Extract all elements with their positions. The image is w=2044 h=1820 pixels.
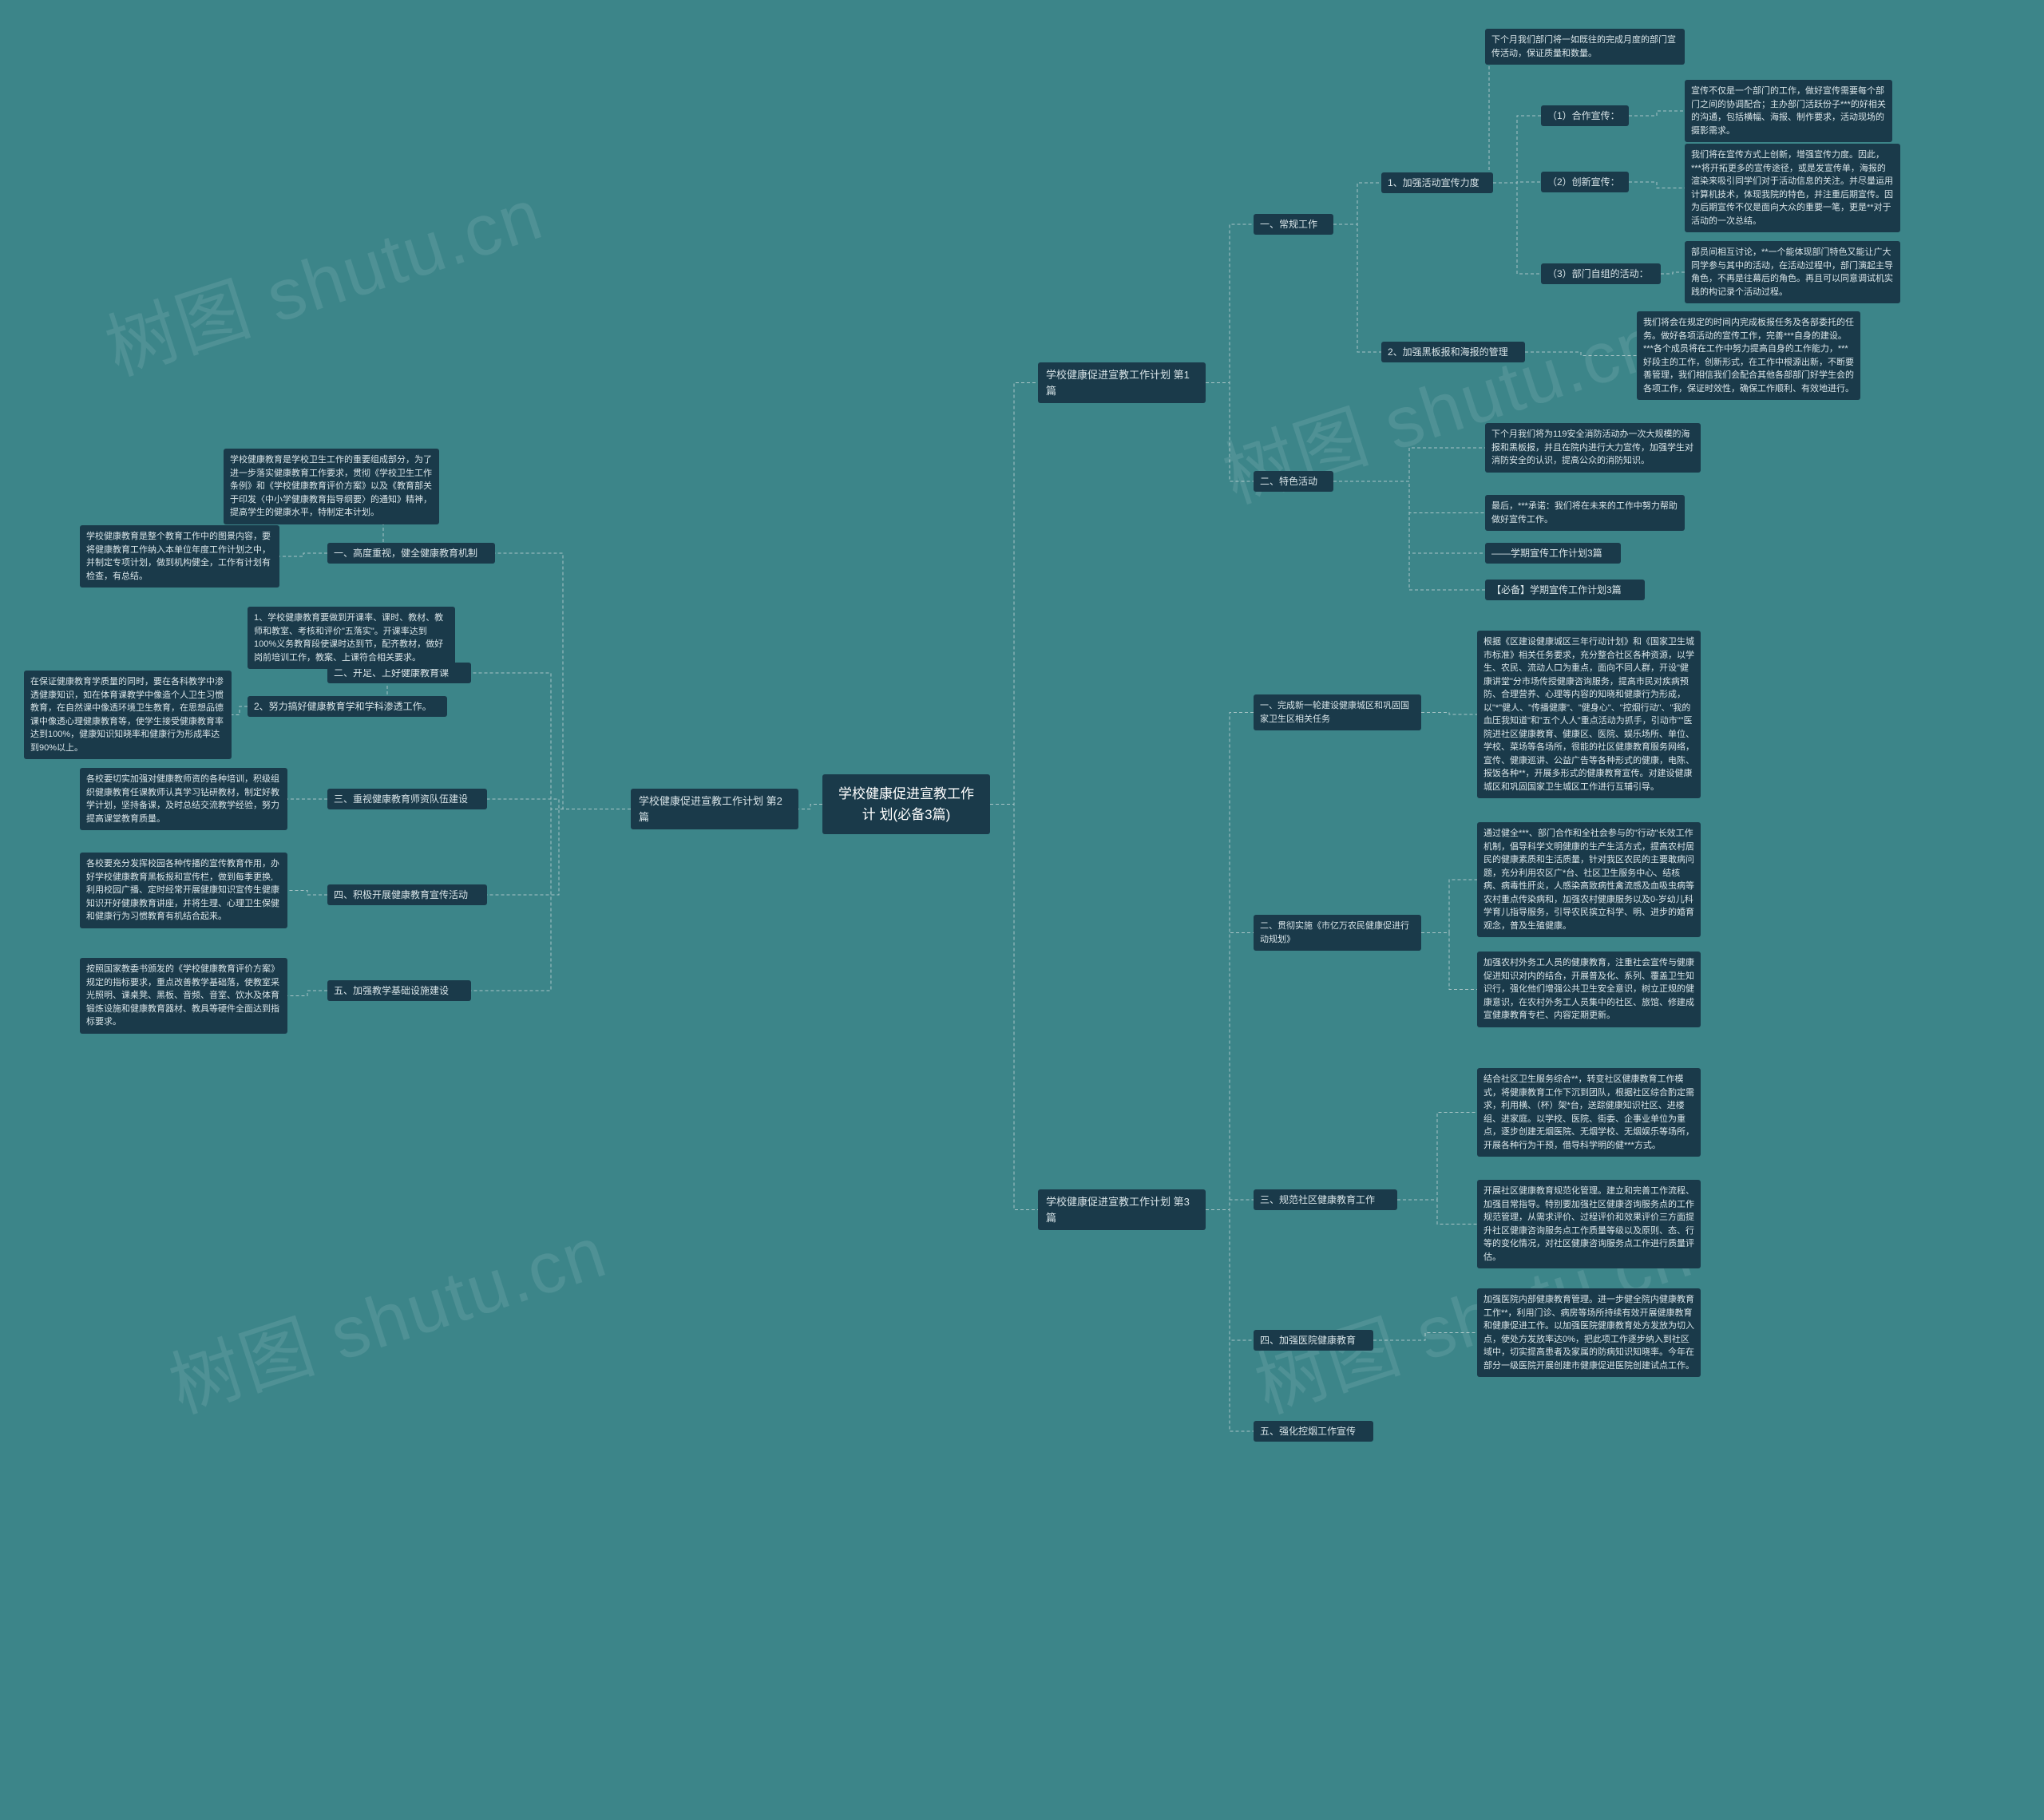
mindmap-node[interactable]: （3）部门自组的活动：: [1541, 263, 1661, 284]
mindmap-node[interactable]: 【必备】学期宣传工作计划3篇: [1485, 580, 1645, 600]
mindmap-node[interactable]: 根据《区建设健康城区三年行动计划》和《国家卫生城市标准》相关任务要求，充分整合社…: [1477, 631, 1701, 798]
mindmap-node[interactable]: 在保证健康教育学质量的同时，要在各科教学中渗透健康知识，如在体育课教学中像造个人…: [24, 671, 232, 759]
mindmap-node[interactable]: ——学期宣传工作计划3篇: [1485, 543, 1621, 564]
mindmap-node[interactable]: 三、重视健康教育师资队伍建设: [327, 789, 487, 809]
mindmap-node[interactable]: 二、特色活动: [1254, 471, 1333, 492]
mindmap-node[interactable]: 学校健康教育是整个教育工作中的图景内容，要将健康教育工作纳入本单位年度工作计划之…: [80, 525, 279, 588]
watermark: 树图 shutu.cn: [91, 156, 554, 395]
mindmap-node[interactable]: 一、常规工作: [1254, 214, 1333, 235]
mindmap-node[interactable]: 结合社区卫生服务综合**，转变社区健康教育工作模式，将健康教育工作下沉到团队，根…: [1477, 1068, 1701, 1157]
mindmap-node[interactable]: 下个月我们部门将一如既往的完成月度的部门宣传活动，保证质量和数量。: [1485, 29, 1685, 65]
mindmap-node[interactable]: 三、规范社区健康教育工作: [1254, 1189, 1397, 1210]
mindmap-node[interactable]: 加强医院内部健康教育管理。进一步健全院内健康教育工作**，利用门诊、病房等场所持…: [1477, 1288, 1701, 1377]
mindmap-node[interactable]: 四、加强医院健康教育: [1254, 1330, 1373, 1351]
mindmap-node[interactable]: 各校要切实加强对健康教师资的各种培训，积级组织健康教育任课教师认真学习钻研教材，…: [80, 768, 287, 830]
mindmap-node[interactable]: 加强农村外务工人员的健康教育，注重社会宣传与健康促进知识对内的结合，开展普及化、…: [1477, 952, 1701, 1027]
mindmap-node[interactable]: 学校健康促进宣教工作计划 第1篇: [1038, 362, 1206, 403]
mindmap-node[interactable]: 四、积极开展健康教育宣传活动: [327, 884, 487, 905]
mindmap-node[interactable]: 宣传不仅是一个部门的工作，做好宣传需要每个部门之间的协调配合；主办部门活跃份子*…: [1685, 80, 1892, 142]
mindmap-node[interactable]: 五、强化控烟工作宣传: [1254, 1421, 1373, 1442]
mindmap-node[interactable]: 部员间相互讨论，**一个能体现部门特色又能让广大同学参与其中的活动，在活动过程中…: [1685, 241, 1900, 303]
mindmap-node[interactable]: 学校健康促进宣教工作计划 第3篇: [1038, 1189, 1206, 1230]
mindmap-node[interactable]: 2、努力搞好健康教育学和学科渗透工作。: [248, 696, 447, 717]
mindmap-node[interactable]: 我们将会在规定的时间内完成板报任务及各部委托的任务。做好各项活动的宣传工作，完善…: [1637, 311, 1860, 400]
mindmap-node[interactable]: 通过健全***、部门合作和全社会参与的"行动"长效工作机制，倡导科学文明健康的生…: [1477, 822, 1701, 937]
mindmap-node[interactable]: 开展社区健康教育规范化管理。建立和完善工作流程、加强目常指导。特别要加强社区健康…: [1477, 1180, 1701, 1268]
mindmap-node[interactable]: 1、加强活动宣传力度: [1381, 172, 1493, 193]
mindmap-node[interactable]: 一、高度重视，健全健康教育机制: [327, 543, 495, 564]
mindmap-node[interactable]: 学校健康教育是学校卫生工作的重要组成部分，为了进一步落实健康教育工作要求，贯彻《…: [224, 449, 439, 524]
mindmap-node[interactable]: 2、加强黑板报和海报的管理: [1381, 342, 1525, 362]
watermark: 树图 shutu.cn: [155, 1194, 618, 1433]
mindmap-node[interactable]: 五、加强教学基础设施建设: [327, 980, 471, 1001]
mindmap-node[interactable]: 一、完成新一轮建设健康城区和巩固国家卫生区相关任务: [1254, 694, 1421, 730]
mindmap-node[interactable]: 按照国家教委书颁发的《学校健康教育评价方案》规定的指标要求，重点改善教学基础落，…: [80, 958, 287, 1034]
mindmap-node[interactable]: 各校要充分发挥校园各种传播的宣传教育作用，办好学校健康教育黑板报和宣传栏，做到每…: [80, 853, 287, 928]
mindmap-node[interactable]: 下个月我们将为119安全消防活动办一次大规模的海报和黑板报，并且在院内进行大力宣…: [1485, 423, 1701, 473]
mindmap-node[interactable]: 最后，***承诺：我们将在未来的工作中努力帮助做好宣传工作。: [1485, 495, 1685, 531]
mindmap-node[interactable]: 学校健康促进宣教工作计 划(必备3篇): [822, 774, 990, 834]
mindmap-node[interactable]: 二、贯彻实施《市亿万农民健康促进行动规划》: [1254, 915, 1421, 951]
mindmap-node[interactable]: （2）创新宣传：: [1541, 172, 1629, 192]
mindmap-canvas: 树图 shutu.cn树图 shutu.cn树图 shutu.cn树图 shut…: [0, 0, 2044, 1820]
mindmap-node[interactable]: 我们将在宣传方式上创新，增强宣传力度。因此，***将开拓更多的宣传途径，或是发宣…: [1685, 144, 1900, 232]
mindmap-node[interactable]: 1、学校健康教育要做到开课率、课时、教材、教师和教室、考核和评价"五落实"。开课…: [248, 607, 455, 669]
mindmap-node[interactable]: 学校健康促进宣教工作计划 第2篇: [631, 789, 798, 829]
mindmap-node[interactable]: （1）合作宣传：: [1541, 105, 1629, 126]
